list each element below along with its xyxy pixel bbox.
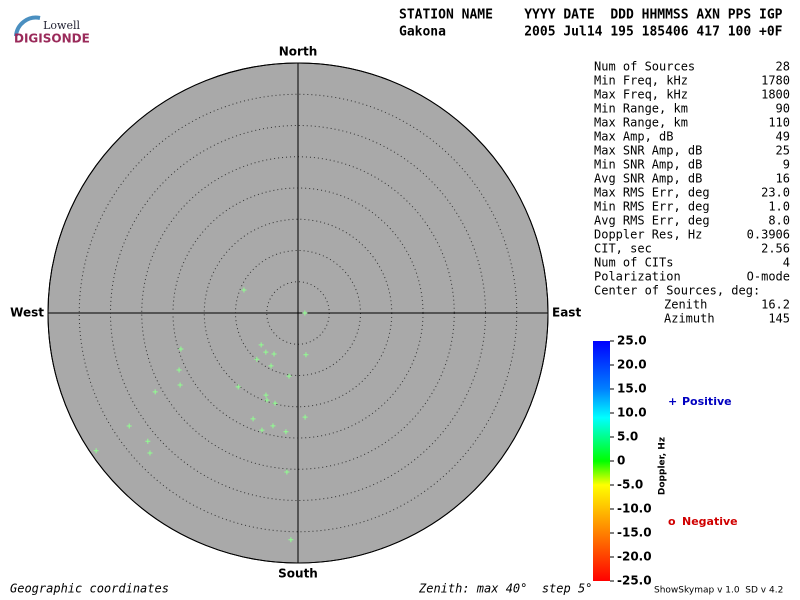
direction-label: South [278,567,318,581]
source-point [93,448,99,454]
stat-value: 1.0 [768,200,790,214]
footer-right: ShowSkymap v 1.0 SD v 4.2 [654,586,783,596]
stat-label: Max RMS Err, deg [594,186,710,200]
stat-label: Max SNR Amp, dB [594,144,702,158]
legend-label: Positive [682,395,732,408]
colorbar-tick-label: 5.0 [617,430,638,444]
colorbar [593,341,610,581]
stat-label: Min SNR Amp, dB [594,158,702,172]
source-point [264,397,270,403]
source-point [147,450,153,456]
stat-label: Min Range, km [594,102,688,116]
source-point [241,287,247,293]
stat-label: Center of Sources, deg: [594,284,760,298]
stat-value: 23.0 [761,186,790,200]
source-point [302,310,308,316]
source-point [284,469,290,475]
stat-label: CIT, sec [594,242,652,256]
source-point [263,392,269,398]
stat-value: 110 [768,116,790,130]
stat-value: 16.2 [761,298,790,312]
header-line: STATION NAME YYYY DATE DDD HHMMSS AXN PP… [399,8,783,23]
colorbar-tick-label: -15.0 [617,526,652,540]
stat-label: Azimuth [664,312,715,326]
stat-label: Zenith [664,298,707,312]
legend-symbol: + [668,395,677,408]
stat-label: Num of Sources [594,60,695,74]
colorbar-tick-label: 0 [617,454,625,468]
stat-label: Min Freq, kHz [594,74,688,88]
stat-value: 90 [776,102,790,116]
stat-value: 8.0 [768,214,790,228]
colorbar-tick-label: -20.0 [617,550,652,564]
direction-label: North [279,45,317,59]
source-point [250,416,256,422]
stat-label: Max Amp, dB [594,130,673,144]
colorbar-tick-label: 15.0 [617,382,647,396]
stat-value: 28 [776,60,790,74]
source-point [178,346,184,352]
colorbar-tick-label: -10.0 [617,502,652,516]
stat-value: 16 [776,172,790,186]
direction-label: West [10,306,44,320]
stat-value: 9 [783,158,790,172]
stat-label: Min RMS Err, deg [594,200,710,214]
stat-label: Doppler Res, Hz [594,228,702,242]
source-point [258,342,264,348]
colorbar-tick-label: 25.0 [617,334,647,348]
source-point [254,356,260,362]
source-point [283,429,289,435]
stat-value: 1780 [761,74,790,88]
logo-top: Lowell [43,19,80,32]
source-point [126,423,132,429]
footer-center: Zenith: max 40° step 5° [418,582,592,596]
stat-value: 49 [776,130,790,144]
stat-label: Avg RMS Err, deg [594,214,710,228]
source-point [176,367,182,373]
stat-label: Avg SNR Amp, dB [594,172,702,186]
colorbar-tick-label: 20.0 [617,358,647,372]
stat-label: Polarization [594,270,681,284]
source-point [286,373,292,379]
footer-left: Geographic coordinates [10,582,169,596]
source-point [288,537,294,543]
source-point [263,349,269,355]
legend-label: Negative [682,515,738,528]
colorbar-label: Doppler, Hz [658,437,668,495]
source-point [272,400,278,406]
stat-value: 25 [776,144,790,158]
stat-value: 1800 [761,88,790,102]
colorbar-tick-label: -25.0 [617,574,652,588]
source-point [302,414,308,420]
source-point [259,427,265,433]
stat-label: Max Freq, kHz [594,88,688,102]
stat-value: 145 [768,312,790,326]
header-line: Gakona 2005 Jul14 195 185406 417 100 +0F [399,25,783,40]
source-point [270,423,276,429]
logo-arc [14,15,41,37]
source-point [235,384,241,390]
source-point [152,389,158,395]
stat-value: 4 [783,256,790,270]
source-point [271,351,277,357]
source-point [145,438,151,444]
colorbar-tick-label: -5.0 [617,478,643,492]
legend-symbol: o [668,515,676,528]
stat-value: 0.3906 [747,228,790,242]
stat-label: Max Range, km [594,116,688,130]
stat-value: 2.56 [761,242,790,256]
logo-bottom: DIGISONDE [14,32,90,46]
stat-value: O-mode [747,270,790,284]
direction-label: East [552,306,581,320]
source-point [268,363,274,369]
stat-label: Num of CITs [594,256,673,270]
colorbar-tick-label: 10.0 [617,406,647,420]
source-point [303,352,309,358]
source-point [177,382,183,388]
